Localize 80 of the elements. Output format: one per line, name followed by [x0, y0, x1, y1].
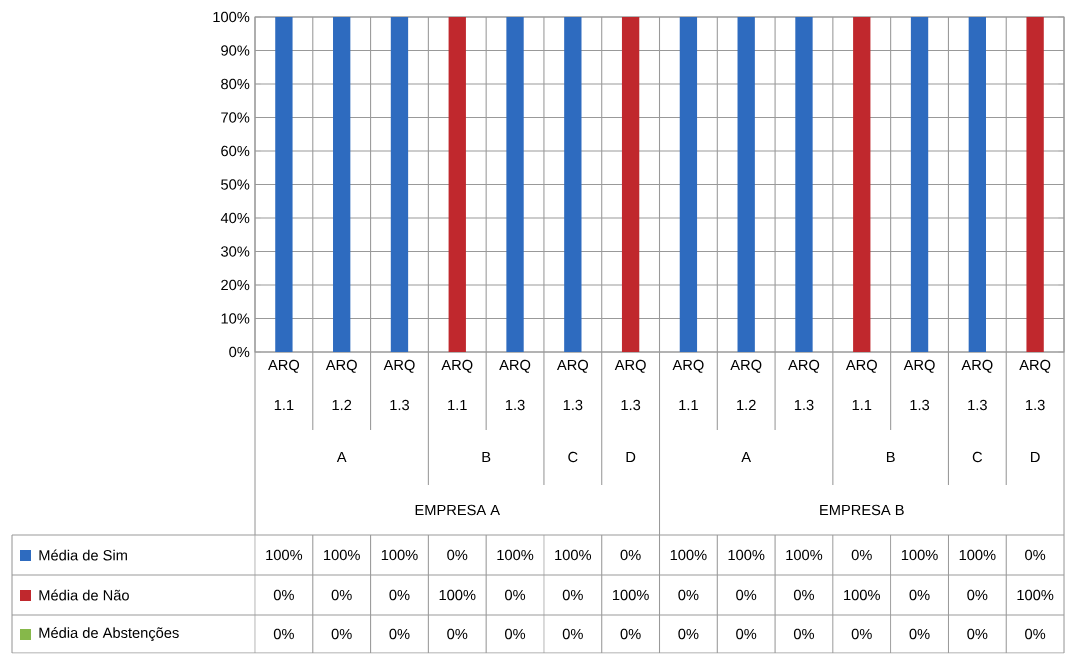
data-label: 100% [1017, 590, 1054, 601]
category-label: ARQ 1.1 [441, 360, 473, 411]
y-tick-label: 40% [220, 213, 250, 224]
y-tick-label: 50% [221, 179, 250, 190]
text: D [1031, 452, 1040, 463]
data-label: 100% [266, 550, 303, 561]
category-label: ARQ 1.1 [845, 360, 877, 411]
text: A [741, 452, 752, 463]
data-label: 100% [324, 550, 360, 561]
y-tick-label: 20% [221, 280, 250, 291]
data-label: 100% [959, 550, 996, 561]
data-label: 0% [620, 629, 641, 640]
text: EMPRESA B [820, 505, 904, 516]
data-label: 0% [505, 629, 526, 640]
data-label: 100% [670, 550, 707, 561]
text: C [972, 452, 983, 463]
category-label: ARQ 1.3 [499, 360, 531, 411]
y-tick-label: 30% [221, 246, 250, 257]
data-label: 0% [851, 550, 872, 561]
category-label: ARQ 1.3 [614, 360, 646, 411]
data-label: 0% [909, 629, 930, 640]
y-tick-label: 60% [221, 146, 250, 157]
data-label: 0% [505, 590, 526, 601]
data-label: 0% [273, 590, 294, 601]
data-label: 0% [736, 629, 757, 640]
data-label: 0% [389, 590, 410, 601]
data-label: 100% [497, 550, 534, 561]
data-label: 0% [909, 590, 930, 601]
y-tick-label: 80% [221, 79, 250, 90]
data-label: 0% [678, 590, 699, 601]
category-label: ARQ 1.2 [730, 360, 762, 411]
data-label: 0% [1025, 550, 1046, 561]
data-label: 0% [389, 629, 410, 640]
text: EMPRESA A [415, 505, 500, 516]
data-label: 0% [331, 590, 352, 601]
category-label: ARQ 1.3 [383, 360, 415, 411]
data-label: 0% [793, 590, 815, 601]
data-label: 0% [447, 629, 468, 640]
data-label: 0% [447, 550, 468, 561]
y-tick-label: 10% [221, 313, 250, 324]
data-label: 0% [273, 629, 294, 640]
category-label: ARQ 1.3 [1019, 360, 1051, 411]
data-label: 0% [967, 629, 988, 640]
data-label: 0% [678, 629, 699, 640]
data-label: 0% [562, 629, 583, 640]
y-tick-label: 100% [213, 12, 250, 23]
text: D [626, 452, 636, 463]
data-label: 0% [736, 590, 757, 601]
data-label: 100% [381, 550, 418, 561]
y-tick-label: 90% [221, 45, 250, 56]
category-label: ARQ 1.3 [961, 360, 993, 411]
data-label: 0% [331, 629, 352, 640]
legend-label: Média de Sim [39, 549, 127, 561]
text: B [886, 452, 895, 463]
y-tick-label: 0% [229, 347, 250, 358]
category-label: ARQ 1.3 [903, 360, 935, 411]
data-label: 0% [793, 629, 815, 640]
category-label: ARQ 1.2 [325, 360, 357, 411]
legend-label: Média de Abstenções [39, 627, 179, 642]
data-label: 100% [844, 590, 880, 601]
data-label: 100% [786, 550, 823, 561]
data-label: 100% [439, 590, 476, 601]
category-label: ARQ 1.3 [556, 360, 589, 411]
data-label: 0% [620, 550, 641, 561]
category-label: ARQ 1.1 [268, 360, 300, 411]
data-label: 100% [555, 550, 592, 561]
data-label: 0% [851, 629, 872, 640]
legend-label: Média de Não [39, 589, 129, 601]
category-label: ARQ 1.1 [672, 360, 704, 411]
y-tick-label: 70% [221, 112, 250, 123]
data-label: 0% [562, 590, 583, 601]
data-label: 0% [967, 590, 988, 601]
data-label: 100% [728, 550, 765, 561]
data-label: 100% [612, 590, 649, 601]
data-label: 0% [1025, 629, 1046, 640]
text: A [336, 452, 347, 463]
data-label: 100% [901, 550, 938, 561]
text: B [482, 452, 491, 463]
text: C [568, 452, 578, 463]
category-label: ARQ 1.3 [788, 360, 820, 411]
